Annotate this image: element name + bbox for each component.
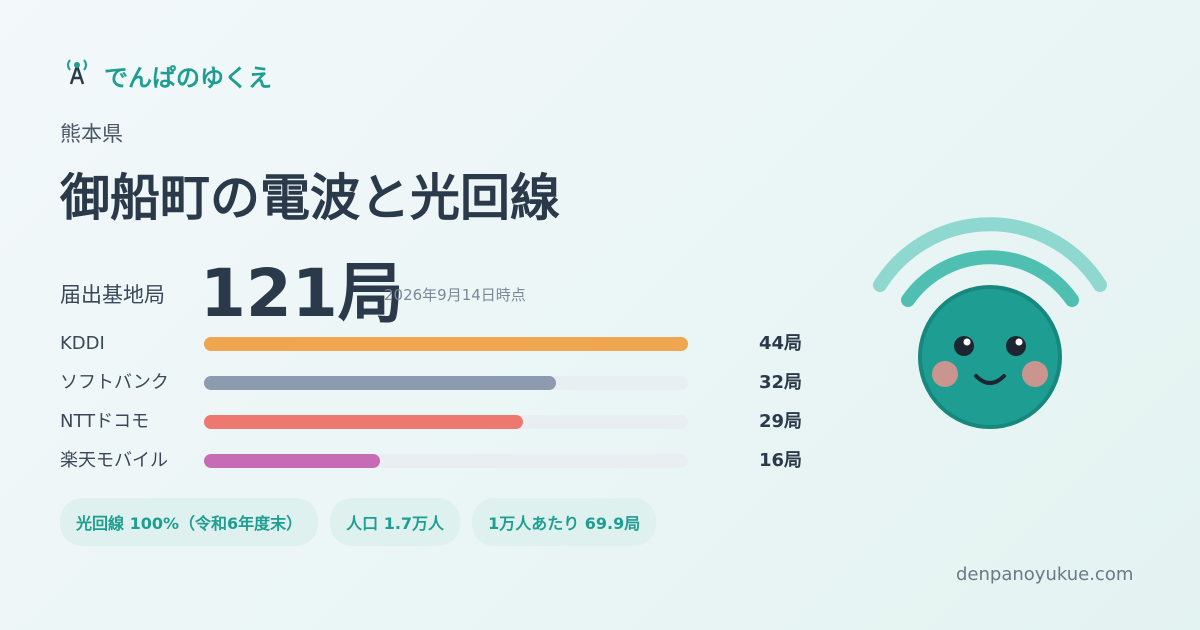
- date: 2026年9月14日時点: [384, 286, 526, 304]
- category-label: 楽天モバイル: [60, 450, 168, 471]
- value-label: 29局: [759, 411, 802, 432]
- bar: [204, 337, 688, 351]
- value-label: 32局: [759, 372, 802, 393]
- pill: 光回線 100%（令和6年度末）: [60, 498, 319, 546]
- bar: [204, 376, 556, 390]
- prefecture: 熊本県: [60, 122, 123, 146]
- category-label: ソフトバンク: [60, 372, 169, 393]
- value-label: 16局: [759, 450, 802, 471]
- station-count: 121局: [200, 255, 404, 332]
- pill: 1万人あたり 69.9局: [472, 498, 657, 546]
- antenna-icon: [67, 59, 87, 85]
- bar: [204, 415, 523, 429]
- footer: denpanoyukue.com: [956, 564, 1134, 585]
- mascot: [873, 217, 1107, 429]
- bar: [204, 454, 380, 468]
- category-label: NTTドコモ: [60, 411, 149, 432]
- pills: 光回線 100%（令和6年度末） 人口 1.7万人 1万人あたり 69.9局: [60, 498, 657, 546]
- logo: でんぱのゆくえ: [104, 64, 272, 92]
- station-label: 届出基地局: [60, 283, 165, 307]
- title: 御船町の電波と光回線: [60, 169, 560, 227]
- pill: 人口 1.7万人: [330, 498, 461, 546]
- value-label: 44局: [759, 333, 802, 354]
- category-label: KDDI: [60, 333, 105, 354]
